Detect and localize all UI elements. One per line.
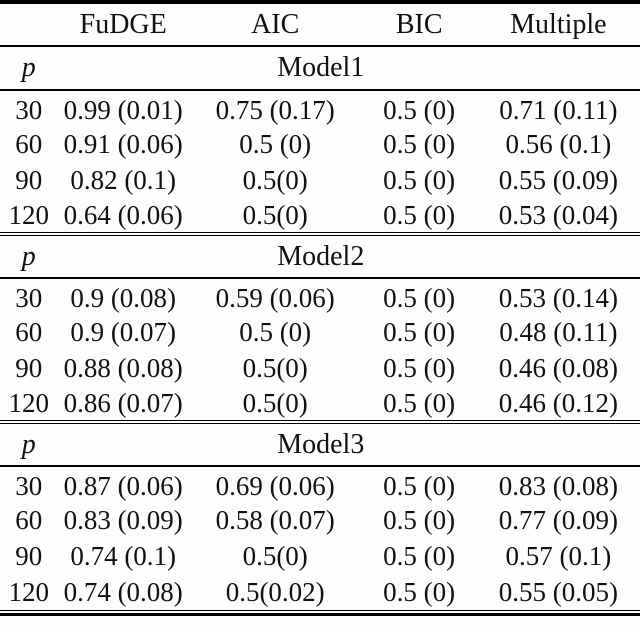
multiple-value: 0.57 (0.1) (505, 540, 612, 571)
p-value: 120 (8, 199, 50, 230)
aic-value: 0.75 (0.17) (215, 95, 335, 125)
table-row-model3-p30: 30 0.87 (0.06) 0.69 (0.06) 0.5 (0) 0.83 … (0, 466, 640, 502)
aic-value: 0.69 (0.06) (215, 471, 335, 501)
multiple-value: 0.53 (0.14) (498, 283, 618, 313)
fudge-value: 0.64 (0.06) (63, 199, 183, 230)
aic-value: 0.5 (0) (239, 316, 312, 347)
fudge-value: 0.87 (0.06) (63, 471, 183, 501)
table-row-model2-p120: 120 0.86 (0.07) 0.5(0) 0.5 (0) 0.46 (0.1… (0, 386, 640, 422)
fudge-value: 0.86 (0.07) (63, 387, 183, 418)
bic-value: 0.5 (0) (383, 471, 456, 501)
p-value: 30 (15, 95, 43, 125)
multiple-value: 0.71 (0.11) (499, 95, 618, 125)
p-value: 60 (15, 504, 43, 535)
p-value: 90 (15, 540, 43, 571)
multiple-value: 0.56 (0.1) (505, 128, 612, 159)
table-row-model2-p30: 30 0.9 (0.08) 0.59 (0.06) 0.5 (0) 0.53 (… (0, 278, 640, 314)
table-row-model1-p120: 120 0.64 (0.06) 0.5(0) 0.5 (0) 0.53 (0.0… (0, 198, 640, 234)
bic-value: 0.5 (0) (383, 95, 456, 125)
col-header-aic: AIC (251, 8, 300, 40)
table-row-model1-p60: 60 0.91 (0.06) 0.5 (0) 0.5 (0) 0.56 (0.1… (0, 126, 640, 162)
aic-value: 0.5(0.02) (225, 576, 325, 607)
multiple-value: 0.48 (0.11) (499, 316, 618, 347)
col-header-bic: BIC (395, 8, 443, 40)
table-row-model3-p90: 90 0.74 (0.1) 0.5(0) 0.5 (0) 0.57 (0.1) (0, 538, 640, 574)
section-header-model2: p Model2 (0, 232, 640, 279)
bic-value: 0.5 (0) (383, 540, 456, 571)
bic-value: 0.5 (0) (383, 352, 456, 383)
p-value: 60 (15, 128, 43, 159)
fudge-value: 0.99 (0.01) (63, 95, 183, 125)
p-symbol: p (0, 232, 58, 279)
col-header-multiple: Multiple (510, 8, 607, 40)
fudge-value: 0.82 (0.1) (70, 164, 177, 195)
p-value: 120 (8, 576, 50, 607)
table-row-model3-p120: 120 0.74 (0.08) 0.5(0.02) 0.5 (0) 0.55 (… (0, 574, 640, 610)
aic-value: 0.5(0) (242, 540, 308, 571)
col-header-empty (0, 4, 58, 46)
bic-value: 0.5 (0) (383, 283, 456, 313)
fudge-value: 0.9 (0.08) (70, 283, 177, 313)
fudge-value: 0.83 (0.09) (63, 504, 183, 535)
table-row-model3-p60: 60 0.83 (0.09) 0.58 (0.07) 0.5 (0) 0.77 … (0, 502, 640, 538)
table-row-model2-p90: 90 0.88 (0.08) 0.5(0) 0.5 (0) 0.46 (0.08… (0, 350, 640, 386)
multiple-value: 0.55 (0.09) (498, 164, 618, 195)
section-header-model1: p Model1 (0, 45, 640, 91)
bic-value: 0.5 (0) (383, 576, 456, 607)
section-title-model2: Model2 (57, 232, 640, 279)
fudge-value: 0.88 (0.08) (63, 352, 183, 383)
table-top-rule (0, 0, 640, 4)
bic-value: 0.5 (0) (383, 128, 456, 159)
aic-value: 0.5(0) (242, 199, 308, 230)
bic-value: 0.5 (0) (383, 199, 456, 230)
multiple-value: 0.77 (0.09) (498, 504, 618, 535)
col-header-fudge: FuDGE (79, 8, 167, 40)
p-value: 90 (15, 352, 43, 383)
table-bottom-rule (0, 610, 640, 616)
section-title-model3: Model3 (57, 420, 640, 467)
p-symbol: p (0, 420, 58, 467)
p-value: 30 (15, 283, 43, 313)
fudge-value: 0.91 (0.06) (63, 128, 183, 159)
fudge-value: 0.74 (0.08) (63, 576, 183, 607)
aic-value: 0.59 (0.06) (215, 283, 335, 313)
results-table: FuDGE AIC BIC Multiple p Model1 30 0.99 … (0, 4, 640, 610)
p-value: 120 (8, 387, 50, 418)
aic-value: 0.5(0) (242, 164, 308, 195)
bic-value: 0.5 (0) (383, 164, 456, 195)
multiple-value: 0.46 (0.12) (498, 387, 618, 418)
column-header-row: FuDGE AIC BIC Multiple (0, 4, 640, 46)
aic-value: 0.58 (0.07) (215, 504, 335, 535)
multiple-value: 0.83 (0.08) (498, 471, 618, 501)
table-row-model1-p90: 90 0.82 (0.1) 0.5(0) 0.5 (0) 0.55 (0.09) (0, 162, 640, 198)
p-value: 90 (15, 164, 43, 195)
p-symbol: p (0, 45, 58, 91)
p-value: 30 (15, 471, 43, 501)
section-title-model1: Model1 (57, 45, 640, 91)
aic-value: 0.5 (0) (239, 128, 312, 159)
aic-value: 0.5(0) (242, 387, 308, 418)
table-row-model2-p60: 60 0.9 (0.07) 0.5 (0) 0.5 (0) 0.48 (0.11… (0, 314, 640, 350)
multiple-value: 0.46 (0.08) (498, 352, 618, 383)
fudge-value: 0.9 (0.07) (70, 316, 177, 347)
table-row-model1-p30: 30 0.99 (0.01) 0.75 (0.17) 0.5 (0) 0.71 … (0, 90, 640, 126)
bic-value: 0.5 (0) (383, 504, 456, 535)
bic-value: 0.5 (0) (383, 316, 456, 347)
multiple-value: 0.53 (0.04) (498, 199, 618, 230)
p-value: 60 (15, 316, 43, 347)
fudge-value: 0.74 (0.1) (70, 540, 177, 571)
aic-value: 0.5(0) (242, 352, 308, 383)
multiple-value: 0.55 (0.05) (498, 576, 618, 607)
bic-value: 0.5 (0) (383, 387, 456, 418)
section-header-model3: p Model3 (0, 420, 640, 467)
